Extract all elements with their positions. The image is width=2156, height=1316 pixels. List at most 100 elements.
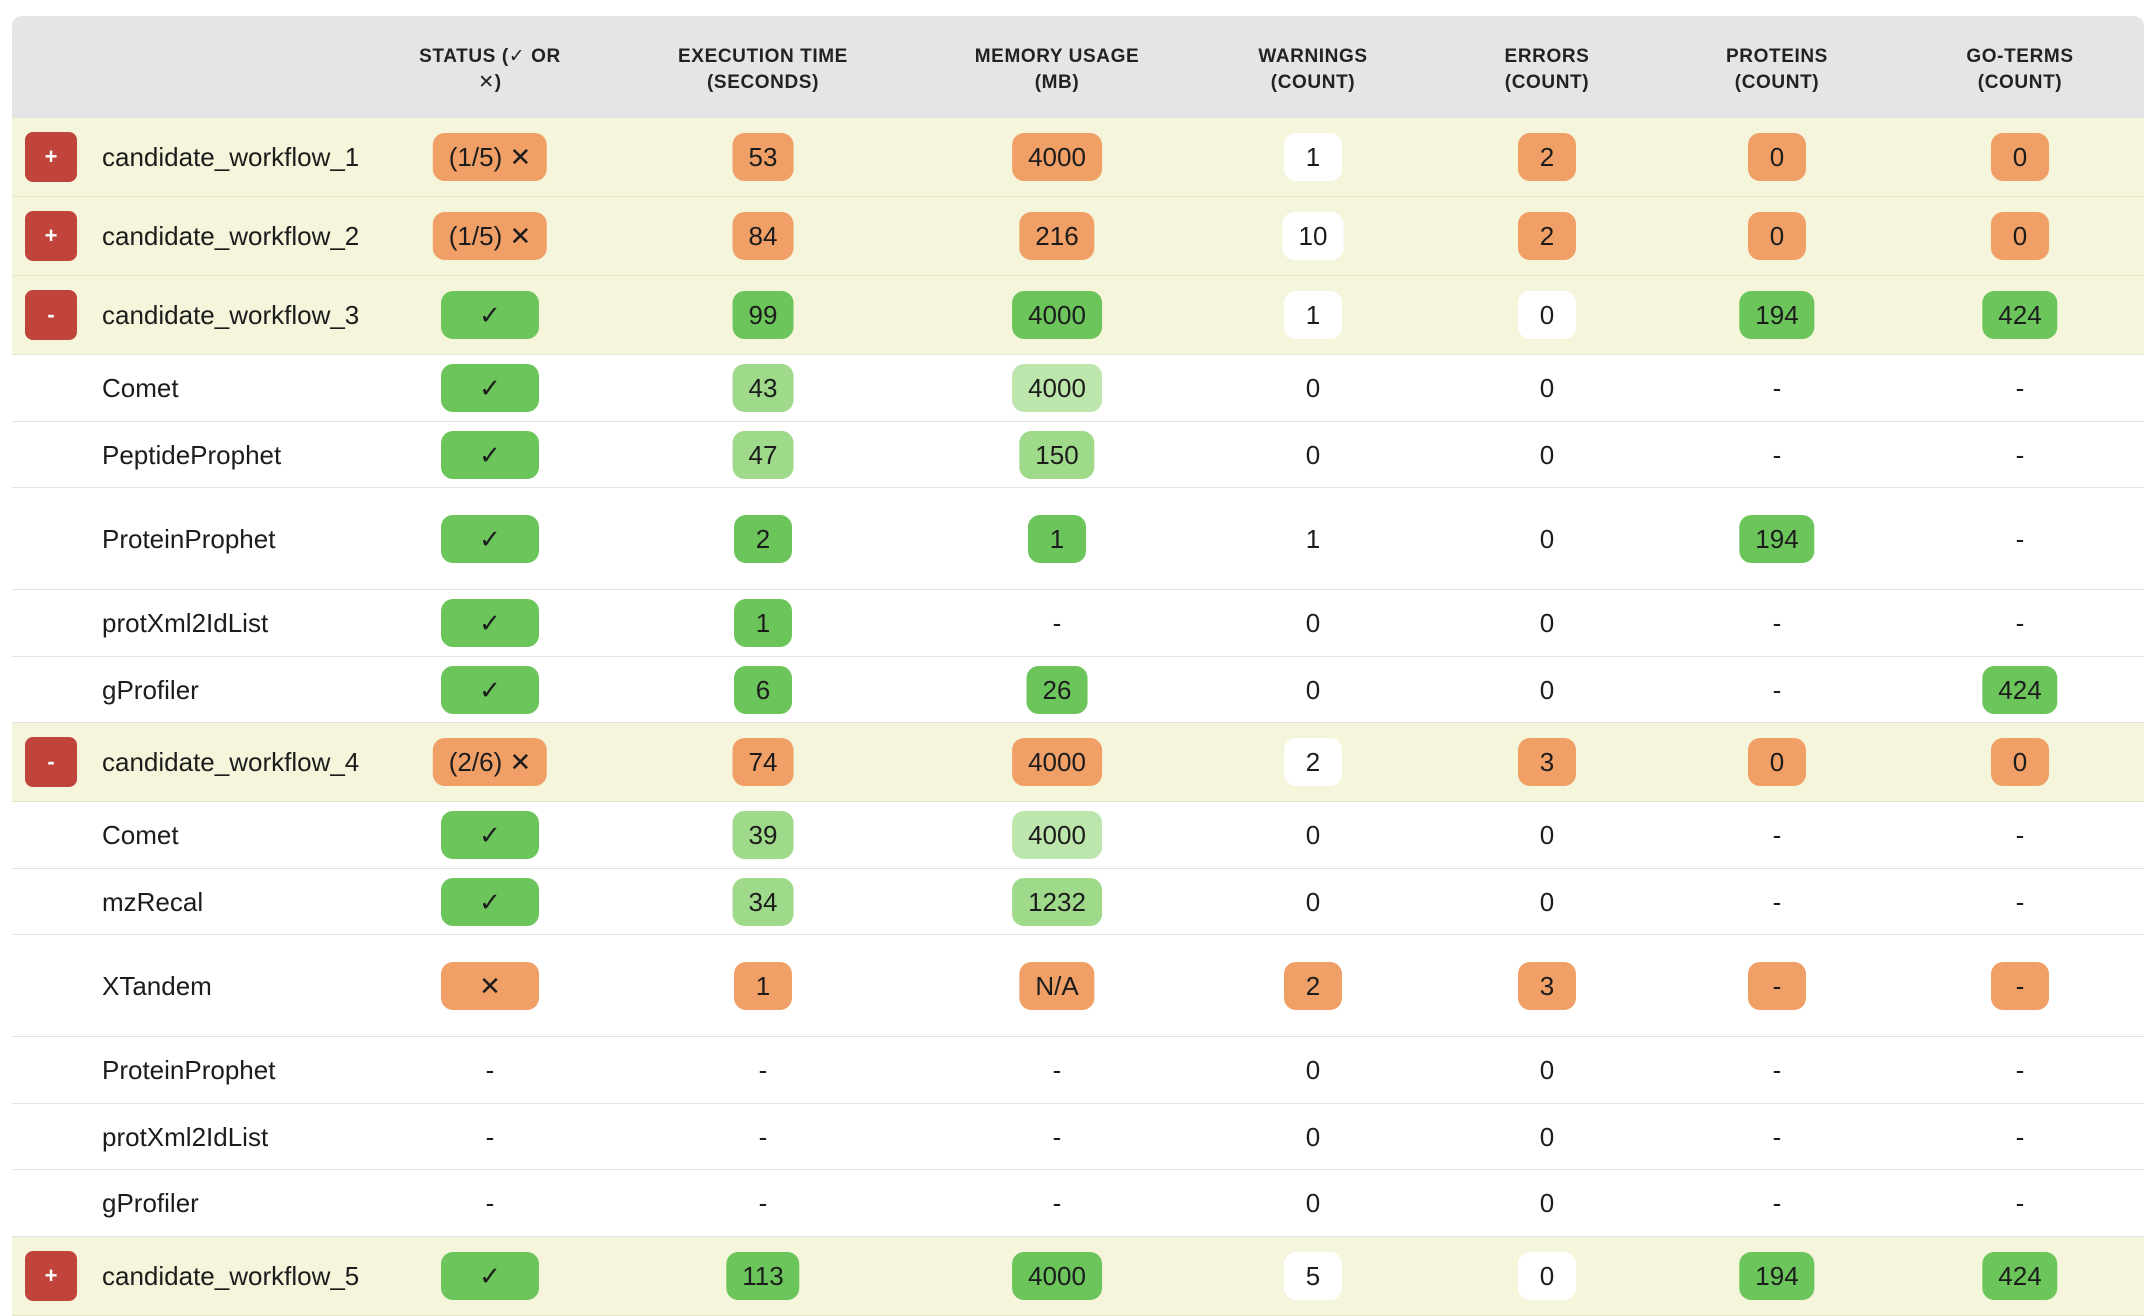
proteins-cell: 194 [1739, 291, 1815, 339]
warnings-badge: 2 [1284, 961, 1342, 1010]
errors-value: 0 [1539, 1121, 1555, 1152]
time-cell: 1 [734, 599, 792, 647]
errors-value: 0 [1539, 523, 1555, 554]
goterms-cell: - [1991, 599, 2049, 647]
column-header-line2: (COUNT) [1270, 72, 1356, 93]
workflow-row: + candidate_workflow_2 (1/5) ✕ 84 216 10 2 0 0 [12, 197, 2144, 276]
warnings-cell: 10 [1282, 212, 1344, 260]
expand-button[interactable]: + [25, 132, 77, 182]
time-cell: 6 [734, 665, 792, 714]
warnings-cell: 0 [1284, 666, 1342, 714]
proteins-cell: - [1748, 961, 1806, 1010]
workflow-row: + candidate_workflow_5 ✓ 113 4000 5 0 194 424 [12, 1237, 2144, 1316]
status-badge: (1/5) ✕ [432, 212, 548, 260]
status-cell: ✓ [441, 364, 539, 412]
status-badge: ✓ [441, 514, 539, 563]
status-badge: ✓ [441, 1252, 539, 1300]
status-cell: ✓ [441, 665, 539, 714]
workflow-name: candidate_workflow_5 [102, 1261, 360, 1291]
step-name: ProteinProphet [102, 523, 276, 554]
time-cell: 1 [734, 961, 792, 1010]
proteins-cell: - [1748, 1179, 1806, 1227]
errors-badge: 0 [1518, 291, 1576, 339]
goterms-cell: - [1991, 515, 2049, 563]
step-name: mzRecal [102, 886, 204, 917]
warnings-cell: 0 [1284, 599, 1342, 647]
time-badge: 2 [734, 514, 792, 563]
column-header-line2: (MB) [1034, 72, 1080, 93]
workflow-results-table: STATUS (✓ OR ✕) EXECUTION TIME (SECONDS) MEM… [12, 16, 2144, 1316]
column-header-line1: GO-TERMS [1966, 46, 2074, 67]
errors-cell: 0 [1518, 878, 1576, 926]
expand-button[interactable]: + [25, 211, 77, 261]
status-badge: (2/6) ✕ [432, 738, 548, 786]
time-badge: 84 [732, 212, 794, 260]
column-header-line1: MEMORY USAGE [974, 46, 1140, 67]
warnings-cell: 1 [1284, 515, 1342, 563]
status-cell: ✓ [441, 291, 539, 339]
proteins-cell: 194 [1739, 514, 1815, 563]
status-badge: ✓ [441, 811, 539, 859]
goterms-cell: 0 [1991, 738, 2049, 786]
goterms-cell: 424 [1982, 1252, 2058, 1300]
column-header-line2: (COUNT) [1734, 72, 1820, 93]
errors-badge: 3 [1518, 961, 1576, 1010]
step-name: Comet [102, 820, 179, 850]
memory-badge: 26 [1026, 665, 1088, 714]
memory-badge: 216 [1019, 212, 1095, 260]
goterms-cell: - [1991, 1113, 2049, 1161]
step-name: protXml2IdList [102, 608, 269, 638]
column-header-proteins: PROTEINS (COUNT) [1726, 44, 1828, 96]
status-badge: ✓ [441, 364, 539, 412]
memory-value: - [1052, 608, 1062, 638]
column-header-line2: (COUNT) [1977, 72, 2063, 93]
time-cell: 39 [732, 811, 794, 859]
status-badge: ✓ [441, 877, 539, 926]
collapse-button[interactable]: - [25, 290, 77, 340]
expand-button[interactable]: + [25, 1251, 77, 1301]
status-value: - [485, 1055, 495, 1085]
time-cell: 2 [734, 514, 792, 563]
errors-cell: 0 [1518, 291, 1576, 339]
errors-cell: 0 [1518, 599, 1576, 647]
goterms-cell: - [1991, 961, 2049, 1010]
time-badge: 1 [734, 961, 792, 1010]
step-name: protXml2IdList [102, 1121, 269, 1152]
errors-value: 0 [1539, 886, 1555, 917]
memory-cell: - [1028, 1046, 1086, 1094]
status-cell: - [461, 1179, 519, 1227]
status-cell: ✕ [441, 961, 539, 1010]
status-cell: ✓ [441, 877, 539, 926]
errors-cell: 0 [1518, 1046, 1576, 1094]
goterms-value: - [2015, 1121, 2025, 1152]
column-header-memory: MEMORY USAGE (MB) [975, 44, 1140, 96]
memory-value: - [1052, 1121, 1062, 1152]
memory-badge: N/A [1019, 961, 1095, 1010]
proteins-cell: - [1748, 431, 1806, 479]
workflow-name: candidate_workflow_2 [102, 221, 360, 251]
errors-badge: 2 [1518, 133, 1576, 181]
memory-badge: 4000 [1012, 291, 1102, 339]
goterms-badge: 0 [1991, 738, 2049, 786]
proteins-cell: - [1748, 1113, 1806, 1161]
memory-cell: 150 [1019, 430, 1095, 479]
time-cell: 43 [732, 364, 794, 412]
warnings-badge: 1 [1284, 291, 1342, 339]
warnings-value: 0 [1305, 439, 1321, 470]
goterms-value: - [2015, 608, 2025, 638]
memory-cell: 26 [1026, 665, 1088, 714]
time-badge: 6 [734, 665, 792, 714]
step-row: PeptideProphet ✓ 47 150 0 0 - - [12, 422, 2144, 488]
proteins-value: - [1772, 820, 1782, 850]
collapse-button[interactable]: - [25, 737, 77, 787]
time-cell: 113 [726, 1252, 800, 1300]
warnings-badge: 10 [1282, 212, 1344, 260]
goterms-cell: - [1991, 1046, 2049, 1094]
status-cell: (2/6) ✕ [432, 738, 548, 786]
warnings-value: 0 [1305, 1121, 1321, 1152]
column-header-line2: (SECONDS) [706, 72, 820, 93]
step-row: gProfiler - - - 0 0 - - [12, 1170, 2144, 1237]
warnings-value: 1 [1305, 523, 1321, 554]
workflow-name: candidate_workflow_1 [102, 142, 360, 172]
time-cell: - [734, 1046, 792, 1094]
